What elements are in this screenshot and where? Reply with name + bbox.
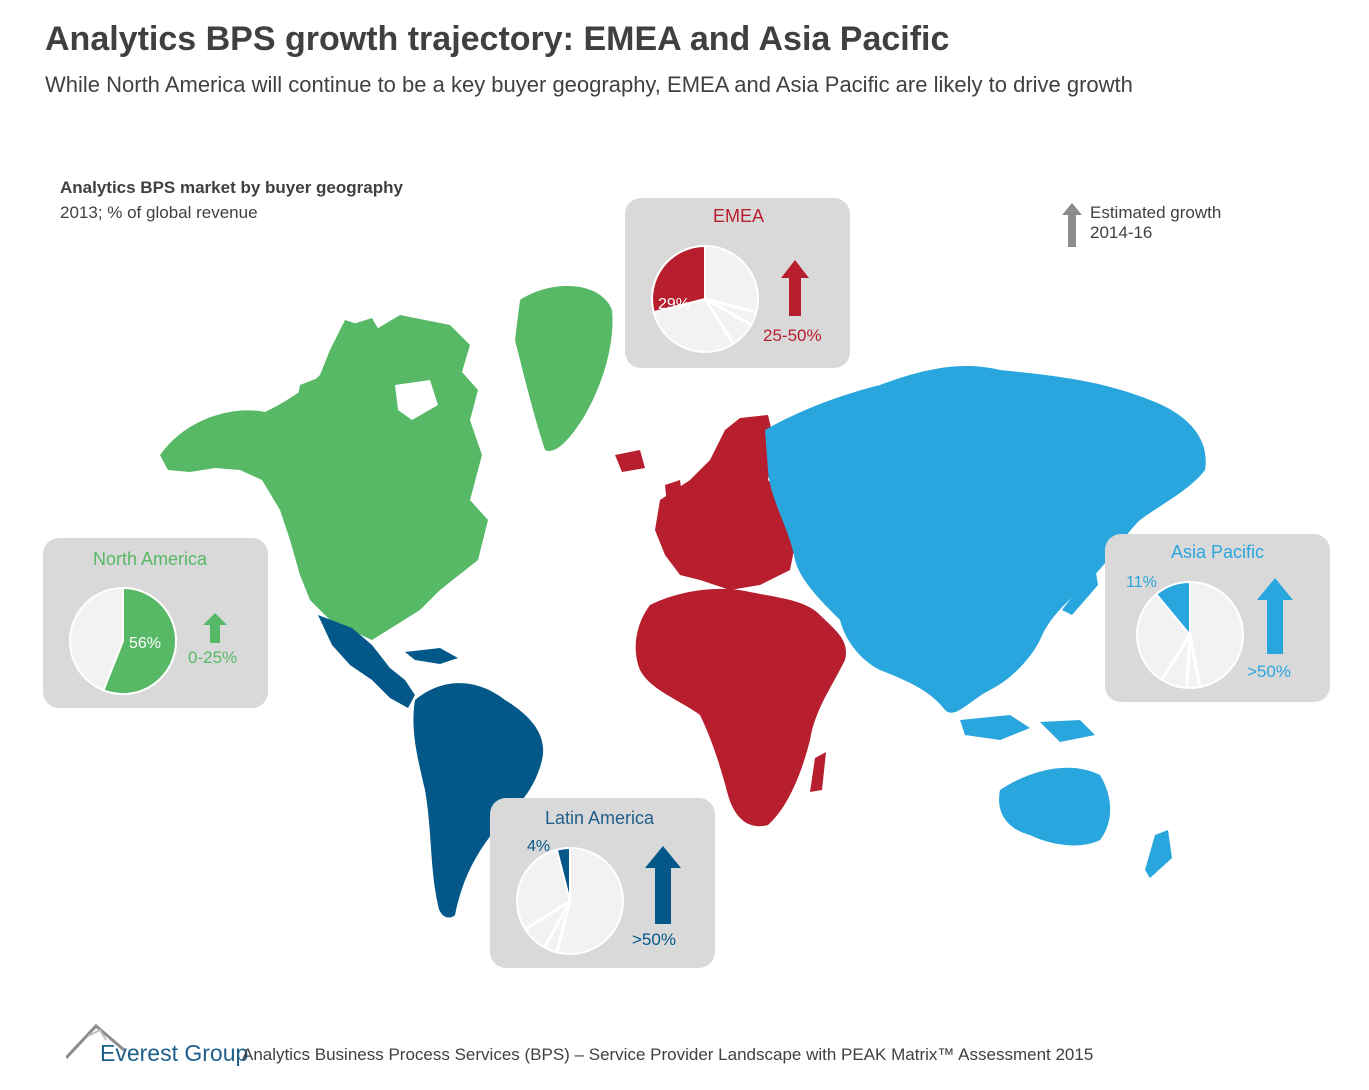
everest-logo-icon — [66, 1023, 125, 1060]
latin-america-share-label: 4% — [527, 838, 551, 855]
pie-divider — [703, 298, 735, 345]
emea-region — [615, 415, 846, 827]
latin-america-name: Latin America — [545, 808, 655, 828]
chart-caption-title: Analytics BPS market by buyer geography — [60, 178, 403, 197]
legend-line-1: Estimated growth — [1090, 203, 1222, 222]
asia-pacific-name: Asia Pacific — [1171, 542, 1265, 562]
up-arrow-icon — [1062, 203, 1082, 247]
north-america-growth-label: 0-25% — [188, 648, 238, 667]
pie-divider — [1188, 634, 1202, 688]
pie-share-slice — [102, 586, 177, 695]
up-arrow-icon — [645, 846, 681, 924]
chart-caption-subtitle: 2013; % of global revenue — [60, 203, 258, 222]
asia-pacific-growth-label: >50% — [1247, 662, 1291, 681]
pie-divider — [704, 297, 753, 326]
pie-divider — [524, 899, 571, 931]
pie-divider — [555, 900, 572, 953]
emea-pie — [651, 244, 759, 353]
page-title: Analytics BPS growth trajectory: EMEA an… — [45, 20, 950, 58]
up-arrow-icon — [203, 613, 227, 643]
footer-brand: Everest Group — [100, 1040, 249, 1066]
page-subtitle: While North America will continue to be … — [45, 72, 1133, 97]
asia-pacific-growth-arrow — [1257, 578, 1293, 654]
pie-divider — [704, 297, 757, 314]
emea-box: EMEA 29% 25-50% — [625, 198, 850, 368]
footer-text: Analytics Business Process Services (BPS… — [242, 1045, 1094, 1064]
asia-pacific-box: Asia Pacific 11% >50% — [1105, 534, 1330, 702]
pie-divider — [1160, 634, 1192, 681]
north-america-growth-arrow — [203, 613, 227, 643]
latin-america-growth-label: >50% — [632, 930, 676, 949]
emea-growth-label: 25-50% — [763, 326, 822, 345]
legend-growth-arrow — [1062, 203, 1082, 247]
pie-share-slice — [555, 846, 571, 902]
pie-share-slice — [651, 244, 706, 314]
emea-name: EMEA — [713, 206, 765, 226]
north-america-name: North America — [93, 549, 208, 569]
north-america-share-label: 56% — [129, 635, 162, 652]
emea-growth-arrow — [781, 260, 809, 316]
asia-pacific-pie — [1136, 580, 1244, 689]
latin-america-growth-arrow — [645, 846, 681, 924]
pie-share-slice — [1154, 580, 1191, 638]
north-america-box: North America 56% 0-25% — [43, 538, 268, 708]
asia-pacific-share-label: 11% — [1126, 574, 1157, 591]
latin-america-region — [318, 615, 544, 918]
north-america-region — [160, 286, 613, 640]
north-america-pie — [69, 586, 177, 695]
latin-america-pie — [516, 846, 624, 955]
latin-america-box: Latin America 4% >50% — [490, 798, 715, 968]
up-arrow-icon — [1257, 578, 1293, 654]
up-arrow-icon — [781, 260, 809, 316]
pie-divider — [543, 900, 572, 949]
asia-pacific-region — [765, 365, 1206, 878]
pie-divider — [1185, 634, 1192, 688]
emea-share-label: 29% — [658, 296, 691, 313]
legend-line-2: 2014-16 — [1090, 223, 1153, 242]
legend-text: Estimated growth 2014-16 — [1090, 203, 1221, 243]
